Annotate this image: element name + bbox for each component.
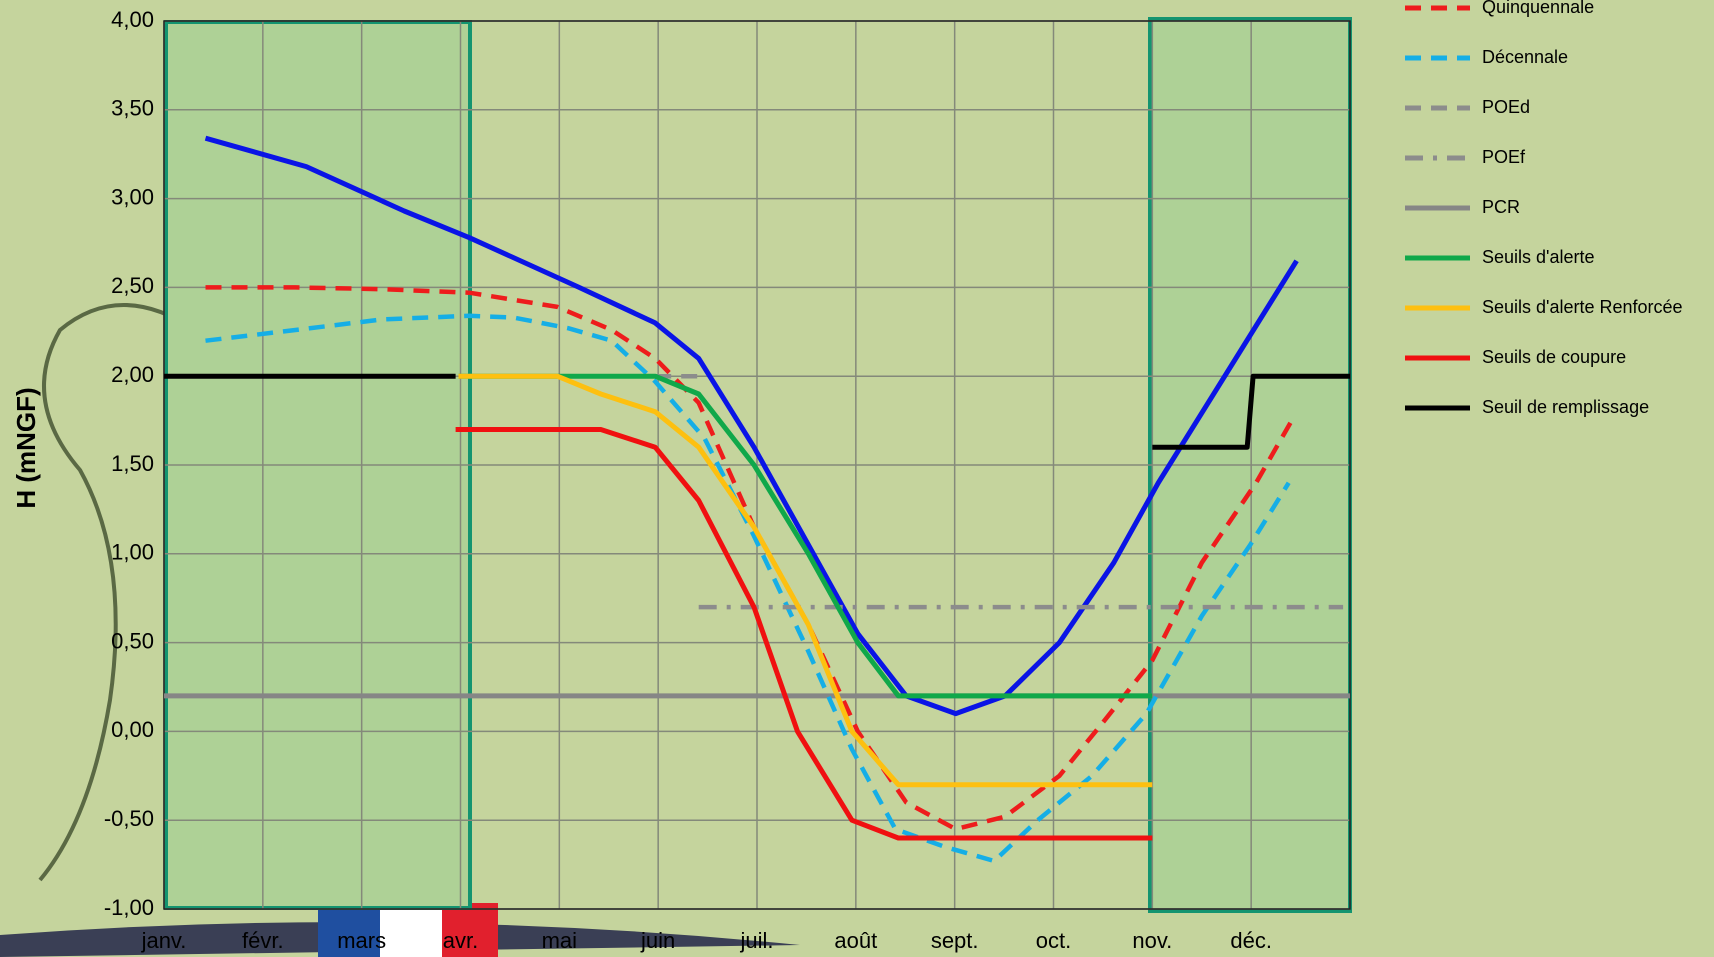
series-line [164,373,1350,450]
x-tick-label: août [834,928,877,953]
legend-label: Seuil de remplissage [1482,397,1649,417]
legend-label: Seuils d'alerte Renforcée [1482,297,1683,317]
x-tick-label: sept. [931,928,979,953]
y-tick-label: 1,50 [111,451,154,476]
series-line [458,373,1153,788]
series-line [458,373,1153,699]
y-tick-label: 0,00 [111,717,154,742]
y-tick-label: -0,50 [104,806,154,831]
y-tick-label: 0,50 [111,628,154,653]
legend-label: PCR [1482,197,1520,217]
legend-label: Quinquennale [1482,0,1594,17]
x-tick-label: avr. [443,928,478,953]
decor-flag-white [380,903,442,957]
x-tick-label: mai [542,928,577,953]
y-tick-label: 1,00 [111,540,154,565]
x-tick-label: mars [337,928,386,953]
x-tick-label: févr. [242,928,284,953]
x-tick-label: juil. [739,928,773,953]
y-tick-label: 2,00 [111,362,154,387]
series-line [205,313,1291,864]
x-tick-label: janv. [141,928,187,953]
y-tick-label: 4,00 [111,7,154,32]
series-line [455,427,1153,841]
plot: -1,00 -0,50 0,00 0,50 1,00 1,50 2,00 2,50 3,00 3,… [104,7,1352,953]
series-line [205,285,1294,832]
x-tick-label: nov. [1132,928,1172,953]
y-tick-label: 3,50 [111,96,154,121]
legend-label: Seuils de coupure [1482,347,1626,367]
decor-flag-blue [318,903,380,957]
y-tick-label: 2,50 [111,273,154,298]
legend-label: POEf [1482,147,1526,167]
x-tick-label: juin [640,928,675,953]
x-tick-label: déc. [1230,928,1272,953]
decor-bird [38,303,197,882]
y-tick-label: 3,00 [111,184,154,209]
legend-label: POEd [1482,97,1530,117]
y-axis-label: H (mNGF) [11,387,41,508]
decor-flag-red [442,903,498,957]
legend-label: Décennale [1482,47,1568,67]
x-tick-label: oct. [1036,928,1071,953]
legend-label: Seuils d'alerte [1482,247,1595,267]
series-line [204,135,1299,717]
plot-border [163,20,1351,910]
y-tick-label: -1,00 [104,895,154,920]
